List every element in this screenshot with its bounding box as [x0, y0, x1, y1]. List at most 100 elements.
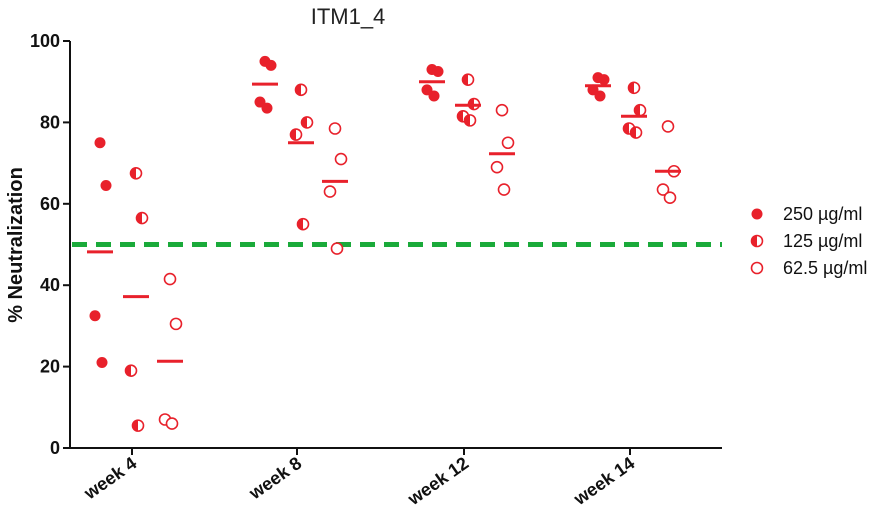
data-point: [629, 126, 643, 139]
data-point: [124, 364, 138, 377]
y-tick-label: 20: [40, 357, 60, 377]
data-point: [334, 152, 348, 166]
marker-fill: [598, 74, 610, 86]
marker-outline: [497, 183, 511, 196]
marker-outline: [328, 122, 342, 135]
data-point: [497, 183, 511, 196]
y-tick-label: 100: [30, 31, 60, 51]
data-point: [135, 211, 149, 225]
data-point: [461, 73, 475, 86]
marker-fill: [432, 66, 444, 78]
x-tick-label: week 12: [403, 453, 472, 510]
marker-outline: [163, 272, 177, 286]
marker-outline: [501, 136, 515, 150]
marker-fill: [94, 137, 106, 149]
marker-fill: [428, 90, 440, 102]
data-point: [289, 128, 303, 141]
data-point: [100, 179, 112, 191]
data-point: [89, 310, 101, 322]
y-tick-label: 0: [50, 438, 60, 458]
y-tick-label: 40: [40, 275, 60, 295]
marker-half: [628, 82, 634, 94]
marker-outline: [495, 103, 509, 117]
data-point: [169, 317, 183, 331]
axes: 0 20 40 60 80 100 week 4 week 8 week 12 week 14: [30, 31, 722, 509]
data-points: [89, 55, 681, 432]
data-point: [261, 102, 273, 114]
marker-outline: [661, 120, 675, 133]
marker-half: [751, 235, 757, 247]
data-point: [661, 120, 675, 133]
marker-half: [297, 218, 303, 230]
marker-outline: [323, 185, 337, 198]
marker-outline: [165, 417, 179, 430]
marker-fill: [265, 59, 277, 71]
marker-half: [634, 104, 640, 116]
data-point: [300, 116, 314, 129]
data-point: [323, 185, 337, 198]
marker-half: [457, 110, 463, 122]
marker-half: [136, 212, 142, 224]
marker-half: [623, 123, 629, 135]
data-point: [296, 217, 310, 231]
data-point: [463, 114, 477, 127]
data-point: [432, 66, 444, 78]
data-point: [129, 166, 143, 180]
marker-fill: [751, 208, 763, 220]
legend: 250 µg/ml 125 µg/ml 62.5 µg/ml: [750, 204, 867, 278]
data-point: [490, 160, 504, 174]
chart-title: ITM1_4: [311, 4, 386, 29]
y-tick-label: 80: [40, 112, 60, 132]
data-point: [594, 90, 606, 102]
marker-half: [130, 167, 136, 179]
marker-half: [132, 420, 138, 432]
marker-fill: [261, 102, 273, 114]
data-point: [294, 83, 308, 97]
marker-outline: [169, 317, 183, 331]
data-point: [94, 137, 106, 149]
marker-outline: [330, 242, 344, 255]
legend-label: 250 µg/ml: [783, 204, 862, 224]
data-point: [163, 272, 177, 286]
data-point: [598, 74, 610, 86]
marker-outline: [750, 261, 764, 275]
data-point: [495, 103, 509, 117]
marker-fill: [594, 90, 606, 102]
legend-marker: [751, 208, 763, 220]
data-point: [330, 242, 344, 255]
data-point: [456, 109, 470, 123]
data-point: [96, 357, 108, 369]
marker-half: [462, 74, 468, 86]
mean-bars: [87, 80, 681, 363]
data-point: [656, 183, 670, 196]
marker-half: [301, 116, 307, 128]
marker-half: [290, 129, 296, 141]
x-tick-label: week 14: [569, 453, 638, 510]
marker-half: [630, 127, 636, 139]
data-point: [663, 191, 677, 204]
legend-marker: [750, 234, 764, 248]
data-point: [633, 103, 647, 117]
data-point: [131, 419, 145, 432]
data-point: [501, 136, 515, 150]
legend-marker: [750, 261, 764, 275]
marker-outline: [334, 152, 348, 166]
marker-half: [125, 365, 131, 377]
data-point: [627, 81, 641, 95]
marker-fill: [89, 310, 101, 322]
y-axis-label: % Neutralization: [5, 167, 27, 323]
marker-fill: [100, 179, 112, 191]
x-tick-label: week 4: [80, 453, 141, 504]
data-point: [165, 417, 179, 430]
legend-label: 125 µg/ml: [783, 231, 862, 251]
data-point: [328, 122, 342, 135]
marker-outline: [663, 191, 677, 204]
data-point: [265, 59, 277, 71]
marker-half: [464, 114, 470, 126]
y-tick-label: 60: [40, 194, 60, 214]
x-tick-label: week 8: [245, 453, 306, 504]
marker-fill: [96, 357, 108, 369]
marker-half: [295, 84, 301, 96]
marker-outline: [656, 183, 670, 196]
